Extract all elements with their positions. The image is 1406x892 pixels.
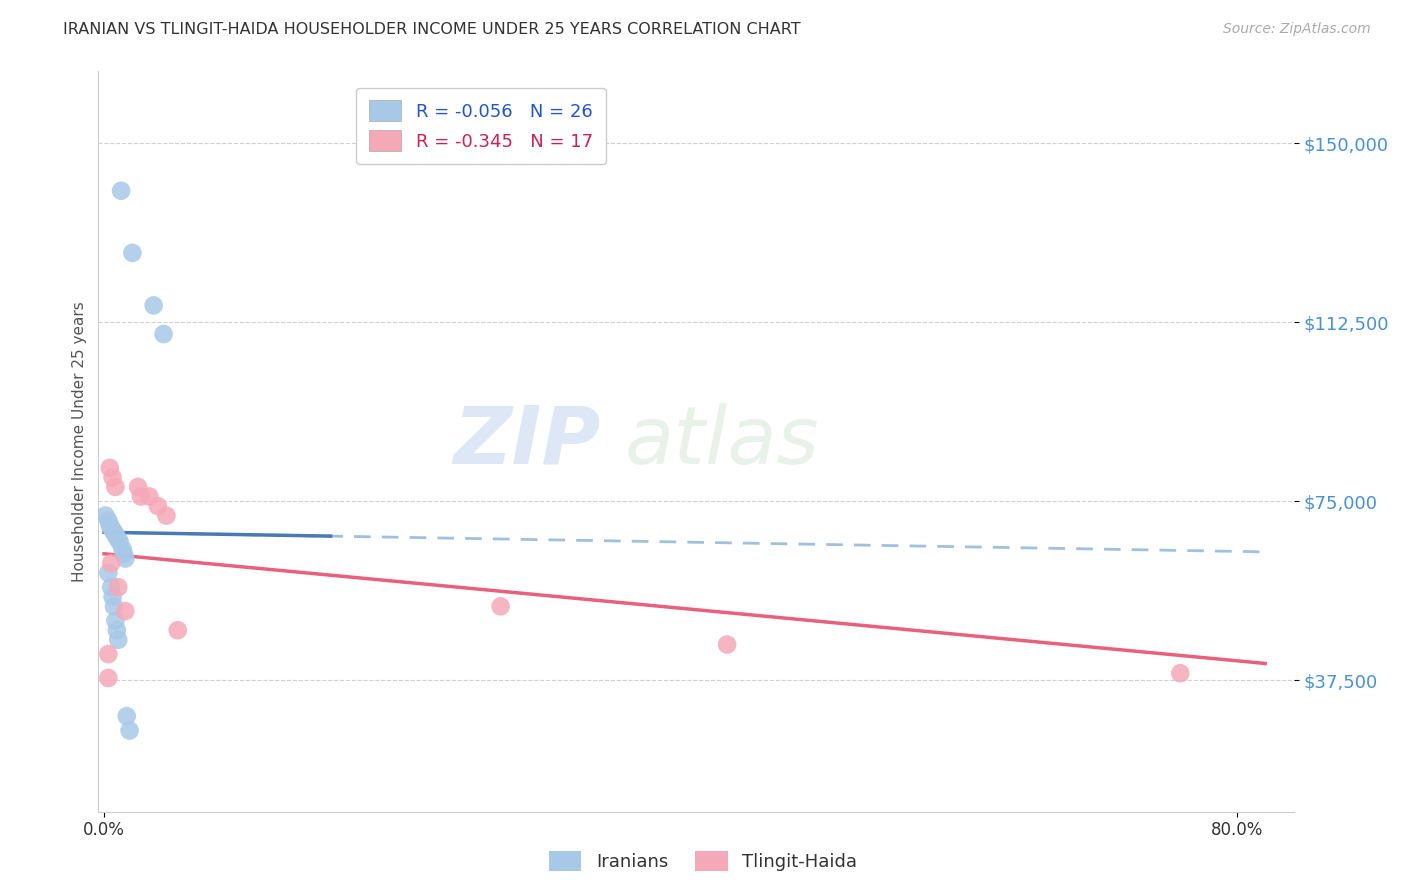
Point <box>716 638 738 652</box>
Point <box>98 460 121 475</box>
Point <box>97 513 120 527</box>
Point <box>114 551 136 566</box>
Point <box>104 614 127 628</box>
Point <box>105 624 128 638</box>
Point <box>104 527 127 541</box>
Legend: Iranians, Tlingit-Haida: Iranians, Tlingit-Haida <box>541 844 865 879</box>
Point <box>100 580 122 594</box>
Point <box>146 499 169 513</box>
Point <box>110 184 132 198</box>
Point <box>104 480 127 494</box>
Point <box>112 547 135 561</box>
Point <box>103 525 125 540</box>
Y-axis label: Householder Income Under 25 years: Householder Income Under 25 years <box>72 301 87 582</box>
Point <box>118 723 141 738</box>
Point <box>101 470 124 484</box>
Point <box>138 490 160 504</box>
Legend: R = -0.056   N = 26, R = -0.345   N = 17: R = -0.056 N = 26, R = -0.345 N = 17 <box>356 87 606 164</box>
Point <box>129 490 152 504</box>
Point <box>101 590 124 604</box>
Text: atlas: atlas <box>624 402 820 481</box>
Point <box>100 520 122 534</box>
Point <box>101 523 124 537</box>
Text: Source: ZipAtlas.com: Source: ZipAtlas.com <box>1223 22 1371 37</box>
Point <box>127 480 149 494</box>
Point <box>166 624 188 638</box>
Point <box>489 599 512 614</box>
Point <box>152 327 174 342</box>
Point <box>114 604 136 618</box>
Point <box>115 709 138 723</box>
Text: ZIP: ZIP <box>453 402 600 481</box>
Point <box>94 508 117 523</box>
Point <box>121 245 143 260</box>
Point <box>1168 666 1191 681</box>
Point <box>105 530 128 544</box>
Point <box>111 541 134 556</box>
Point <box>107 632 129 647</box>
Point <box>97 671 120 685</box>
Point <box>107 580 129 594</box>
Point <box>97 566 120 580</box>
Point <box>108 534 131 549</box>
Point <box>155 508 177 523</box>
Point <box>100 557 122 571</box>
Point <box>97 647 120 661</box>
Point <box>103 599 125 614</box>
Point <box>107 533 129 547</box>
Text: IRANIAN VS TLINGIT-HAIDA HOUSEHOLDER INCOME UNDER 25 YEARS CORRELATION CHART: IRANIAN VS TLINGIT-HAIDA HOUSEHOLDER INC… <box>63 22 801 37</box>
Point <box>142 298 165 312</box>
Point <box>98 518 121 533</box>
